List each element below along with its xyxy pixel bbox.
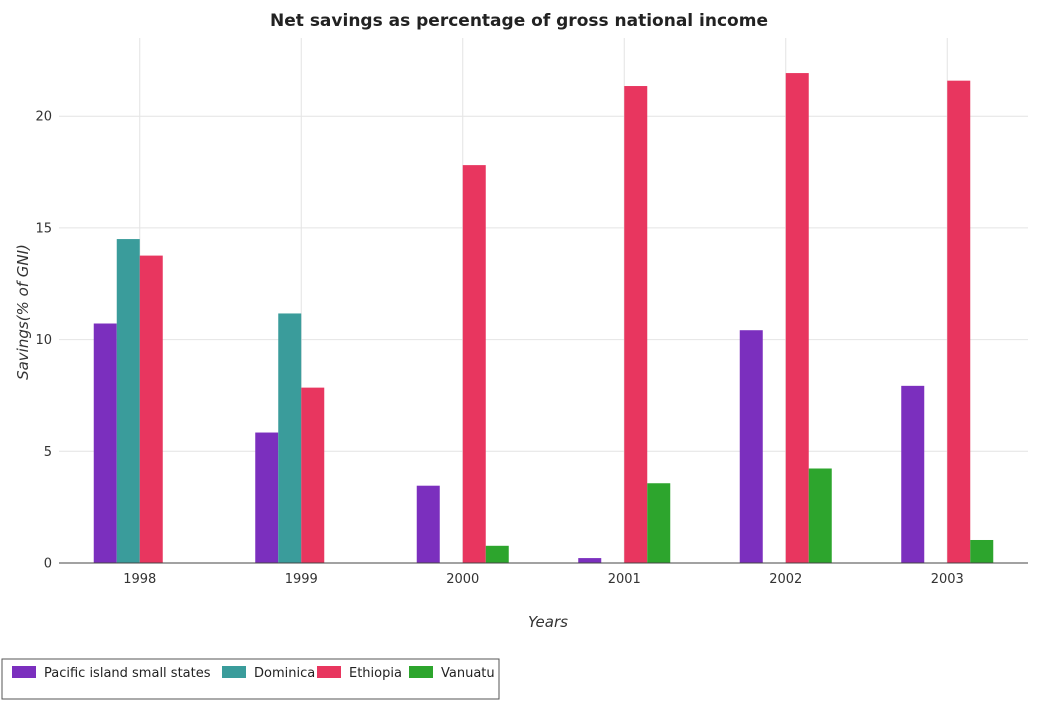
x-tick-label: 1998 bbox=[123, 572, 156, 587]
bars bbox=[93, 73, 994, 564]
bar-pacific-island-small-states-2000 bbox=[416, 485, 440, 563]
x-tick-label: 2003 bbox=[931, 572, 964, 587]
y-tick-label: 10 bbox=[35, 333, 52, 348]
x-tick-label: 2001 bbox=[608, 572, 641, 587]
legend-swatch bbox=[317, 666, 341, 678]
legend-label: Vanuatu bbox=[441, 666, 495, 681]
plot-area bbox=[59, 38, 1028, 563]
bar-pacific-island-small-states-2002 bbox=[739, 330, 763, 563]
bar-ethiopia-2002 bbox=[785, 73, 809, 564]
bar-dominica-1998 bbox=[116, 239, 140, 563]
x-tick-label: 2002 bbox=[769, 572, 802, 587]
bar-vanuatu-2000 bbox=[485, 545, 509, 563]
bar-ethiopia-1999 bbox=[301, 387, 325, 563]
bar-ethiopia-1998 bbox=[139, 255, 163, 563]
y-tick-label: 20 bbox=[35, 110, 52, 125]
bar-ethiopia-2003 bbox=[947, 80, 971, 563]
legend-swatch bbox=[12, 666, 36, 678]
y-tick-label: 5 bbox=[44, 445, 52, 460]
bar-pacific-island-small-states-2003 bbox=[901, 385, 925, 563]
x-tick-label: 1999 bbox=[285, 572, 318, 587]
bar-ethiopia-2000 bbox=[462, 165, 486, 564]
gridlines bbox=[59, 38, 1028, 564]
bar-vanuatu-2003 bbox=[970, 539, 994, 563]
x-axis-title: Years bbox=[528, 613, 568, 631]
legend-swatch bbox=[409, 666, 433, 678]
legend-box bbox=[1, 658, 500, 700]
legend-label: Ethiopia bbox=[349, 666, 402, 681]
axes: 0 5 10 15 20 1998 1999 2000 2001 2002 2003 bbox=[35, 110, 1028, 587]
legend: Pacific island small states Dominica Ethio… bbox=[1, 658, 500, 700]
chart-title: Net savings as percentage of gross natio… bbox=[270, 11, 768, 31]
bar-pacific-island-small-states-2001 bbox=[578, 558, 602, 563]
y-tick-label: 0 bbox=[44, 557, 52, 572]
bar-pacific-island-small-states-1999 bbox=[255, 432, 279, 563]
bar-ethiopia-2001 bbox=[624, 86, 648, 563]
bar-vanuatu-2001 bbox=[647, 483, 671, 563]
x-tick-label: 2000 bbox=[446, 572, 479, 587]
y-axis-title: Savings(% of GNI) bbox=[14, 244, 32, 380]
legend-swatch bbox=[222, 666, 246, 678]
y-tick-label: 15 bbox=[35, 221, 52, 236]
bar-dominica-1999 bbox=[278, 313, 302, 563]
legend-label: Dominica bbox=[254, 666, 315, 681]
bar-vanuatu-2002 bbox=[808, 468, 832, 563]
legend-label: Pacific island small states bbox=[44, 666, 211, 681]
bar-pacific-island-small-states-1998 bbox=[93, 323, 117, 563]
